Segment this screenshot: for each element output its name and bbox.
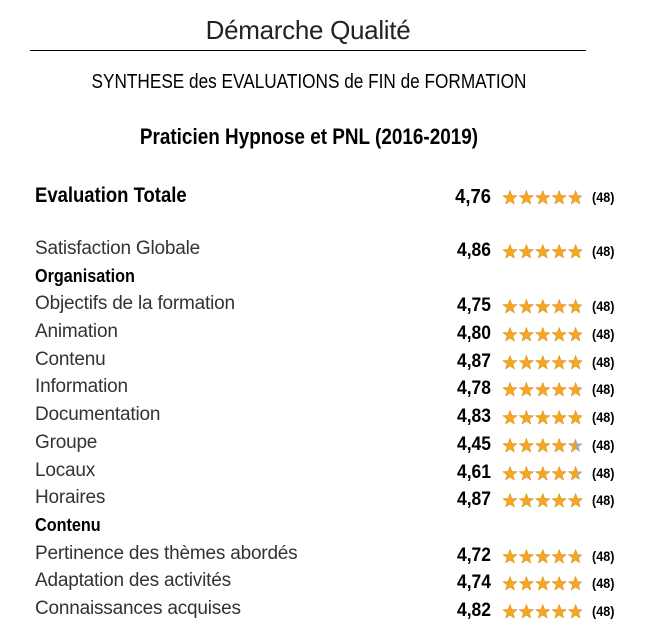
star-rating-icon <box>502 355 583 370</box>
evaluation-row: Information 4,78 (48) <box>35 376 625 402</box>
response-count: (48) <box>592 575 615 591</box>
response-count: (48) <box>592 409 615 425</box>
report-subtitle: SYNTHESE des EVALUATIONS de FIN de FORMA… <box>91 71 527 93</box>
star-rating-icon <box>502 299 583 314</box>
section-label: Organisation <box>35 266 135 286</box>
evaluation-row: Adaptation des activités 4,74 (48) <box>35 570 625 596</box>
evaluation-row: Horaires 4,87 (48) <box>35 487 625 513</box>
response-count: (48) <box>592 354 615 370</box>
star-rating-icon <box>502 382 583 397</box>
criterion-score: 4,87 <box>456 489 491 510</box>
criterion-label: Pertinence des thèmes abordés <box>35 543 298 564</box>
criterion-score: 4,80 <box>456 323 491 344</box>
criterion-score: 4,61 <box>456 462 491 483</box>
criterion-label: Locaux <box>35 460 96 481</box>
total-score: 4,76 <box>455 186 491 208</box>
criterion-label: Satisfaction Globale <box>35 238 200 259</box>
criterion-score: 4,86 <box>456 240 491 261</box>
criterion-score: 4,87 <box>456 351 491 372</box>
response-count: (48) <box>592 298 615 314</box>
evaluation-row: Satisfaction Globale 4,86 (48) <box>35 238 625 264</box>
criterion-score: 4,72 <box>456 545 491 566</box>
evaluation-row: Contenu 4,87 (48) <box>35 349 625 375</box>
criterion-score: 4,74 <box>456 572 491 593</box>
response-count: (48) <box>592 603 615 619</box>
star-rating-icon <box>502 327 583 342</box>
star-rating-icon <box>502 493 583 508</box>
criterion-label: Animation <box>35 321 118 342</box>
response-count: (48) <box>592 465 615 481</box>
star-rating-icon <box>502 466 583 481</box>
star-rating-icon <box>502 410 583 425</box>
page-header: Démarche Qualité <box>30 10 586 51</box>
criterion-label: Groupe <box>35 432 98 453</box>
response-count: (48) <box>592 381 615 397</box>
criterion-score: 4,78 <box>456 378 491 399</box>
response-count: (48) <box>592 548 615 564</box>
evaluation-row: Objectifs de la formation 4,75 (48) <box>35 293 625 319</box>
star-rating-icon <box>502 604 583 619</box>
section-heading: Organisation <box>35 266 625 292</box>
response-count: (48) <box>592 437 615 453</box>
evaluation-row: Documentation 4,83 (48) <box>35 404 625 430</box>
evaluation-row: Groupe 4,45 (48) <box>35 432 625 458</box>
evaluation-row: Connaissances acquises 4,82 (48) <box>35 598 625 624</box>
response-count: (48) <box>592 243 615 259</box>
section-label: Contenu <box>35 515 101 535</box>
evaluation-row: Animation 4,80 (48) <box>35 321 625 347</box>
star-rating-icon <box>502 190 583 205</box>
star-rating-icon <box>502 244 583 259</box>
criterion-label: Connaissances acquises <box>35 598 241 619</box>
course-title: Praticien Hypnose et PNL (2016-2019) <box>139 124 479 149</box>
criterion-label: Contenu <box>35 349 106 370</box>
criterion-label: Adaptation des activités <box>35 570 231 591</box>
criterion-label: Documentation <box>35 404 161 425</box>
criterion-score: 4,45 <box>456 434 491 455</box>
criterion-score: 4,75 <box>456 295 491 316</box>
section-heading: Contenu <box>35 515 625 541</box>
criterion-label: Horaires <box>35 487 106 508</box>
criterion-score: 4,82 <box>456 600 491 621</box>
criterion-score: 4,83 <box>456 406 491 427</box>
criterion-label: Information <box>35 376 128 397</box>
total-evaluation-row: Evaluation Totale 4,76 (48) <box>35 184 625 212</box>
total-label: Evaluation Totale <box>35 184 187 207</box>
star-rating-icon <box>502 549 583 564</box>
response-count: (48) <box>592 492 615 508</box>
star-rating-icon <box>502 438 583 453</box>
star-rating-icon <box>502 576 583 591</box>
evaluation-row: Locaux 4,61 (48) <box>35 460 625 486</box>
criterion-label: Objectifs de la formation <box>35 293 235 314</box>
response-count: (48) <box>592 189 615 205</box>
evaluation-row: Pertinence des thèmes abordés 4,72 (48) <box>35 543 625 569</box>
response-count: (48) <box>592 326 615 342</box>
page-title: Démarche Qualité <box>205 15 411 45</box>
